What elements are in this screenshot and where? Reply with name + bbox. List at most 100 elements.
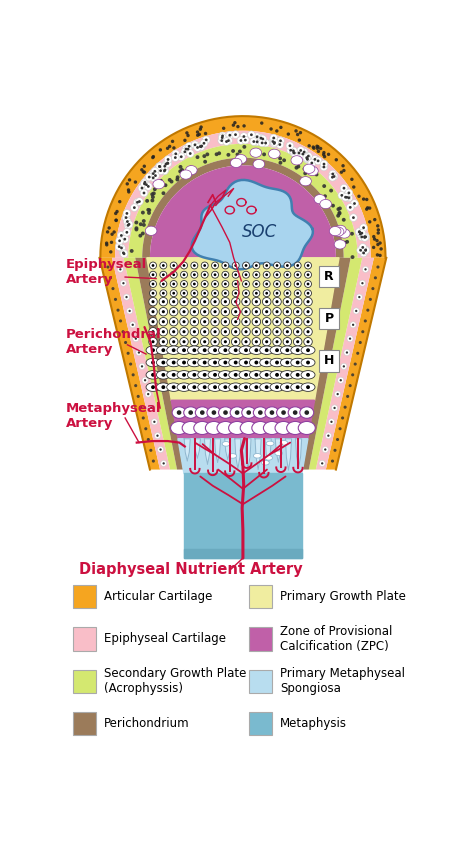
Circle shape xyxy=(136,198,143,205)
Circle shape xyxy=(244,138,247,142)
Circle shape xyxy=(376,253,379,257)
Circle shape xyxy=(136,201,139,203)
Circle shape xyxy=(155,432,161,439)
Circle shape xyxy=(286,273,289,276)
Circle shape xyxy=(286,300,289,304)
Circle shape xyxy=(377,228,380,232)
Polygon shape xyxy=(194,439,201,463)
Circle shape xyxy=(260,137,262,139)
Circle shape xyxy=(108,227,111,229)
Circle shape xyxy=(291,149,298,157)
Circle shape xyxy=(152,311,155,313)
Ellipse shape xyxy=(167,358,181,367)
Circle shape xyxy=(306,158,309,161)
Circle shape xyxy=(358,230,361,234)
Circle shape xyxy=(136,349,142,356)
FancyBboxPatch shape xyxy=(73,627,96,650)
Circle shape xyxy=(286,320,289,324)
Polygon shape xyxy=(184,549,302,558)
Circle shape xyxy=(221,134,224,138)
Circle shape xyxy=(278,144,281,146)
Circle shape xyxy=(139,222,143,226)
Circle shape xyxy=(122,282,125,285)
Circle shape xyxy=(336,438,339,441)
Circle shape xyxy=(294,129,298,132)
Circle shape xyxy=(314,157,322,164)
Circle shape xyxy=(145,391,151,397)
Circle shape xyxy=(296,385,300,389)
Circle shape xyxy=(149,272,156,279)
Circle shape xyxy=(201,328,209,336)
Circle shape xyxy=(245,283,247,285)
Circle shape xyxy=(180,328,188,336)
Circle shape xyxy=(164,160,172,167)
Text: Perichondral
Artery: Perichondral Artery xyxy=(65,329,161,356)
Circle shape xyxy=(132,324,134,326)
Circle shape xyxy=(225,140,228,143)
Circle shape xyxy=(237,137,245,144)
Circle shape xyxy=(283,337,292,346)
Circle shape xyxy=(304,328,312,336)
Circle shape xyxy=(303,171,307,176)
Circle shape xyxy=(227,153,230,157)
Circle shape xyxy=(171,139,174,143)
Circle shape xyxy=(172,385,176,389)
Circle shape xyxy=(244,349,248,352)
Circle shape xyxy=(234,373,237,377)
Circle shape xyxy=(221,136,224,139)
Circle shape xyxy=(305,165,309,170)
Circle shape xyxy=(284,272,291,279)
Circle shape xyxy=(231,149,235,153)
FancyBboxPatch shape xyxy=(249,627,273,650)
Polygon shape xyxy=(128,144,357,258)
Circle shape xyxy=(189,152,191,155)
Circle shape xyxy=(120,247,123,249)
Circle shape xyxy=(183,151,186,153)
Circle shape xyxy=(141,180,148,188)
Ellipse shape xyxy=(266,441,274,445)
Circle shape xyxy=(203,340,206,343)
Circle shape xyxy=(128,178,131,182)
Circle shape xyxy=(363,266,369,272)
Circle shape xyxy=(296,320,299,324)
Circle shape xyxy=(211,328,219,336)
Circle shape xyxy=(149,280,156,287)
Circle shape xyxy=(252,298,261,306)
Circle shape xyxy=(262,139,270,147)
Circle shape xyxy=(154,170,156,173)
Circle shape xyxy=(162,349,165,352)
Circle shape xyxy=(263,317,271,326)
Circle shape xyxy=(170,262,177,269)
Circle shape xyxy=(365,268,367,271)
Circle shape xyxy=(375,239,379,242)
Circle shape xyxy=(118,244,125,252)
Circle shape xyxy=(211,410,216,415)
Circle shape xyxy=(186,134,190,138)
Circle shape xyxy=(172,373,176,377)
Circle shape xyxy=(362,246,370,253)
Text: Metaphysis: Metaphysis xyxy=(280,717,347,730)
Polygon shape xyxy=(147,258,339,400)
Circle shape xyxy=(201,272,208,279)
Circle shape xyxy=(172,361,176,364)
Circle shape xyxy=(122,252,125,254)
Circle shape xyxy=(360,232,363,234)
Ellipse shape xyxy=(167,370,181,379)
Bar xyxy=(319,266,339,287)
Circle shape xyxy=(349,337,351,340)
Circle shape xyxy=(330,420,333,423)
Circle shape xyxy=(126,221,129,223)
Circle shape xyxy=(307,330,310,333)
Circle shape xyxy=(305,168,309,171)
Circle shape xyxy=(149,317,157,326)
Circle shape xyxy=(234,320,237,324)
Circle shape xyxy=(152,459,155,463)
Circle shape xyxy=(159,148,162,151)
Circle shape xyxy=(275,311,279,313)
Circle shape xyxy=(275,349,279,352)
Circle shape xyxy=(243,262,249,269)
Circle shape xyxy=(214,273,217,276)
Circle shape xyxy=(232,131,239,138)
Circle shape xyxy=(263,262,270,269)
Ellipse shape xyxy=(332,227,344,236)
